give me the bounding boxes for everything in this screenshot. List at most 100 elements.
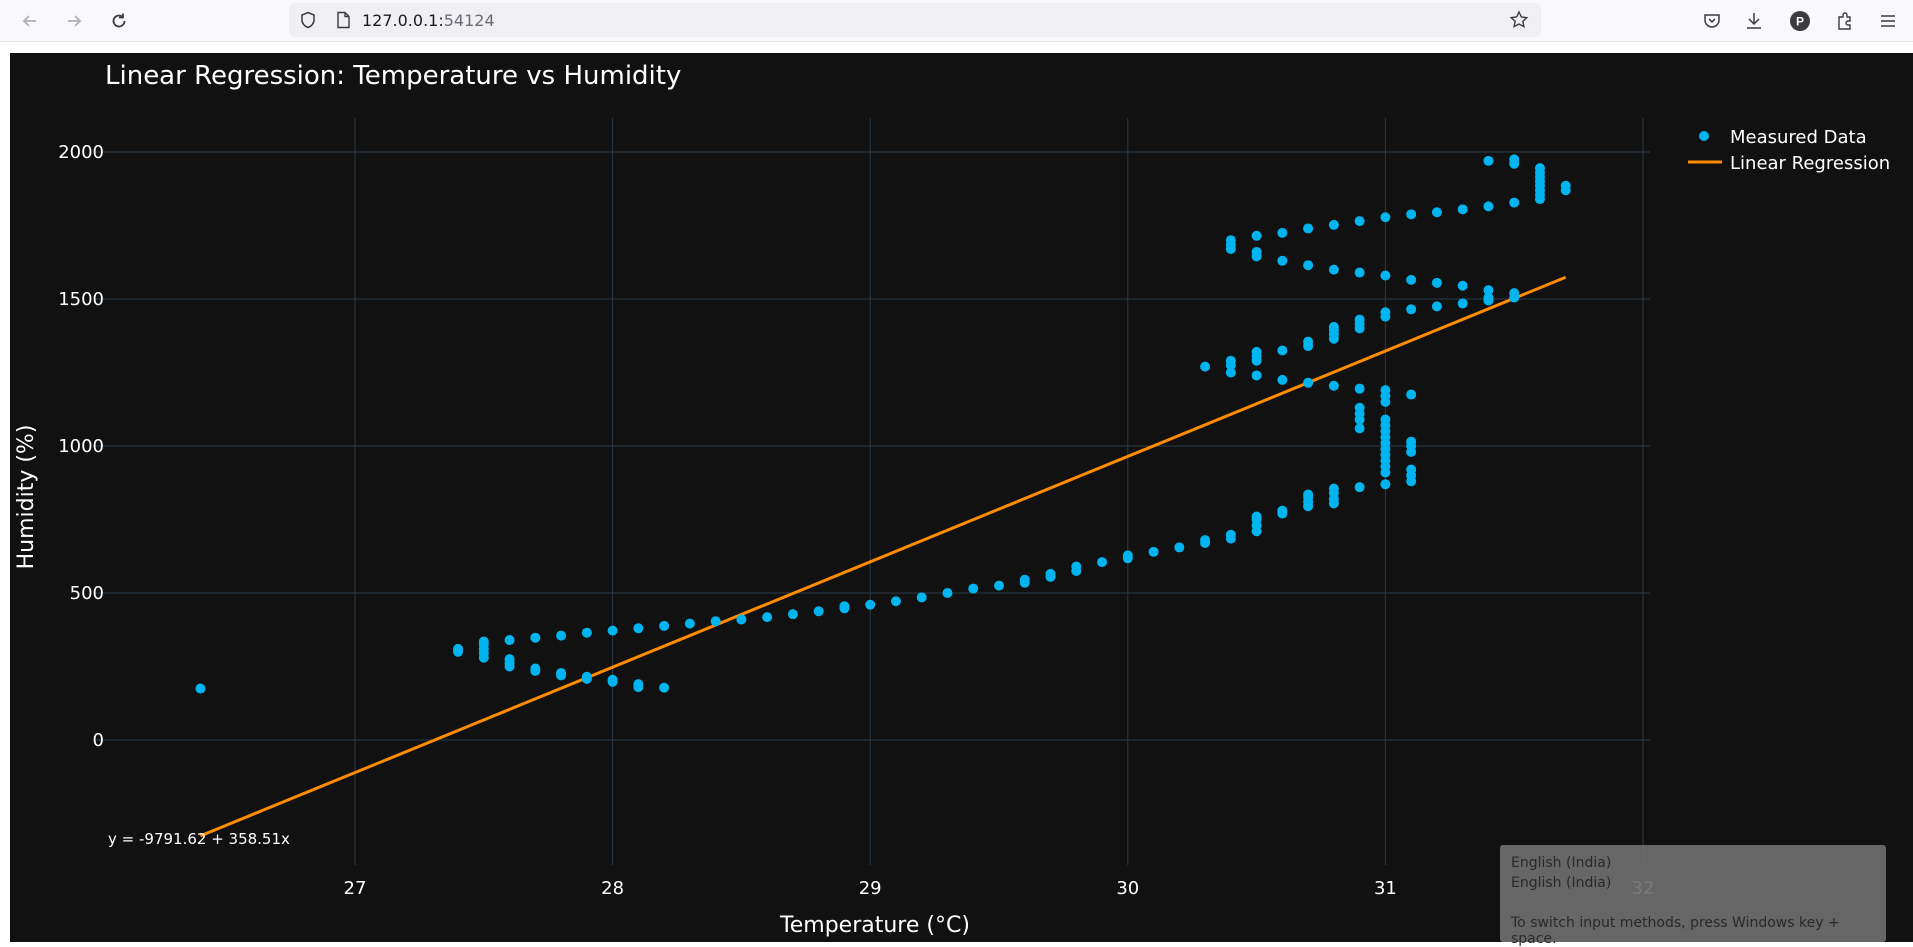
data-point[interactable] bbox=[1251, 346, 1262, 357]
data-point[interactable] bbox=[504, 654, 515, 665]
data-point[interactable] bbox=[890, 596, 901, 607]
data-point[interactable] bbox=[1457, 204, 1468, 215]
data-point[interactable] bbox=[813, 606, 824, 617]
data-point[interactable] bbox=[865, 599, 876, 610]
data-point[interactable] bbox=[1303, 260, 1314, 271]
data-point[interactable] bbox=[736, 614, 747, 625]
downloads-button[interactable] bbox=[1739, 6, 1769, 36]
data-point[interactable] bbox=[1380, 270, 1391, 281]
data-point[interactable] bbox=[1328, 483, 1339, 494]
data-point[interactable] bbox=[530, 632, 541, 643]
data-point[interactable] bbox=[633, 679, 644, 690]
data-point[interactable] bbox=[1354, 267, 1365, 278]
data-point[interactable] bbox=[839, 601, 850, 612]
data-point[interactable] bbox=[1328, 264, 1339, 275]
data-point[interactable] bbox=[1328, 380, 1339, 391]
data-point[interactable] bbox=[1303, 489, 1314, 500]
data-point[interactable] bbox=[1328, 321, 1339, 332]
url-text[interactable]: 127.0.0.1:54124 bbox=[362, 11, 495, 30]
data-point[interactable] bbox=[1354, 314, 1365, 325]
data-point[interactable] bbox=[1406, 464, 1417, 475]
data-point[interactable] bbox=[1277, 227, 1288, 238]
back-button[interactable] bbox=[15, 6, 45, 36]
address-bar[interactable]: 127.0.0.1:54124 bbox=[289, 3, 1541, 37]
data-point[interactable] bbox=[1148, 546, 1159, 557]
data-point[interactable] bbox=[1225, 529, 1236, 540]
data-point[interactable] bbox=[1509, 288, 1520, 299]
data-point[interactable] bbox=[1354, 482, 1365, 493]
data-point[interactable] bbox=[1431, 301, 1442, 312]
data-point[interactable] bbox=[607, 625, 618, 636]
data-point[interactable] bbox=[1251, 370, 1262, 381]
data-point[interactable] bbox=[453, 643, 464, 654]
data-point[interactable] bbox=[1277, 505, 1288, 516]
data-point[interactable] bbox=[1225, 355, 1236, 366]
data-point[interactable] bbox=[1483, 285, 1494, 296]
data-point[interactable] bbox=[1457, 280, 1468, 291]
data-point[interactable] bbox=[1225, 235, 1236, 246]
data-point[interactable] bbox=[684, 618, 695, 629]
legend-item-measured-data[interactable]: Measured Data bbox=[1699, 127, 1867, 148]
data-point[interactable] bbox=[1380, 385, 1391, 396]
data-point[interactable] bbox=[1277, 345, 1288, 356]
data-point[interactable] bbox=[195, 683, 206, 694]
data-point[interactable] bbox=[1097, 557, 1108, 568]
data-point[interactable] bbox=[556, 630, 567, 641]
data-point[interactable] bbox=[581, 671, 592, 682]
data-point[interactable] bbox=[1431, 277, 1442, 288]
data-point[interactable] bbox=[478, 636, 489, 647]
data-point[interactable] bbox=[1509, 154, 1520, 165]
data-point[interactable] bbox=[1354, 216, 1365, 227]
data-point[interactable] bbox=[1200, 535, 1211, 546]
scatter-points-layer[interactable] bbox=[195, 154, 1571, 694]
data-point[interactable] bbox=[710, 616, 721, 627]
data-point[interactable] bbox=[633, 623, 644, 634]
data-point[interactable] bbox=[1277, 255, 1288, 266]
data-point[interactable] bbox=[1560, 180, 1571, 191]
data-point[interactable] bbox=[1251, 230, 1262, 241]
data-point[interactable] bbox=[762, 612, 773, 623]
data-point[interactable] bbox=[1534, 163, 1545, 174]
data-point[interactable] bbox=[659, 620, 670, 631]
data-point[interactable] bbox=[1380, 307, 1391, 318]
data-point[interactable] bbox=[1328, 219, 1339, 230]
star-icon[interactable] bbox=[1509, 10, 1529, 30]
data-point[interactable] bbox=[1483, 155, 1494, 166]
pocket-button[interactable] bbox=[1697, 6, 1727, 36]
data-point[interactable] bbox=[504, 635, 515, 646]
data-point[interactable] bbox=[1406, 389, 1417, 400]
data-point[interactable] bbox=[1354, 383, 1365, 394]
data-point[interactable] bbox=[1303, 223, 1314, 234]
data-point[interactable] bbox=[530, 663, 541, 674]
data-point[interactable] bbox=[1431, 207, 1442, 218]
data-point[interactable] bbox=[1071, 561, 1082, 572]
data-point[interactable] bbox=[1406, 304, 1417, 315]
legend-item-linear-regression[interactable]: Linear Regression bbox=[1688, 153, 1890, 174]
data-point[interactable] bbox=[787, 609, 798, 620]
data-point[interactable] bbox=[607, 674, 618, 685]
data-point[interactable] bbox=[1251, 511, 1262, 522]
data-point[interactable] bbox=[1406, 209, 1417, 220]
data-point[interactable] bbox=[968, 583, 979, 594]
data-point[interactable] bbox=[1354, 423, 1365, 434]
data-point[interactable] bbox=[1354, 402, 1365, 413]
data-point[interactable] bbox=[1457, 298, 1468, 309]
app-menu-button[interactable] bbox=[1873, 6, 1903, 36]
legend[interactable]: Measured Data Linear Regression bbox=[1688, 127, 1890, 174]
shield-icon[interactable] bbox=[299, 11, 317, 29]
data-point[interactable] bbox=[1174, 542, 1185, 553]
data-point[interactable] bbox=[1406, 274, 1417, 285]
data-point[interactable] bbox=[1045, 568, 1056, 579]
extensions-button[interactable] bbox=[1830, 6, 1860, 36]
data-point[interactable] bbox=[659, 682, 670, 693]
data-point[interactable] bbox=[994, 580, 1004, 591]
reload-button[interactable] bbox=[104, 6, 134, 36]
data-point[interactable] bbox=[556, 667, 567, 678]
forward-button[interactable] bbox=[59, 6, 89, 36]
data-point[interactable] bbox=[1380, 479, 1391, 490]
data-point[interactable] bbox=[1303, 377, 1314, 388]
data-point[interactable] bbox=[1380, 414, 1391, 425]
data-point[interactable] bbox=[1200, 361, 1211, 372]
data-point[interactable] bbox=[1225, 367, 1236, 378]
